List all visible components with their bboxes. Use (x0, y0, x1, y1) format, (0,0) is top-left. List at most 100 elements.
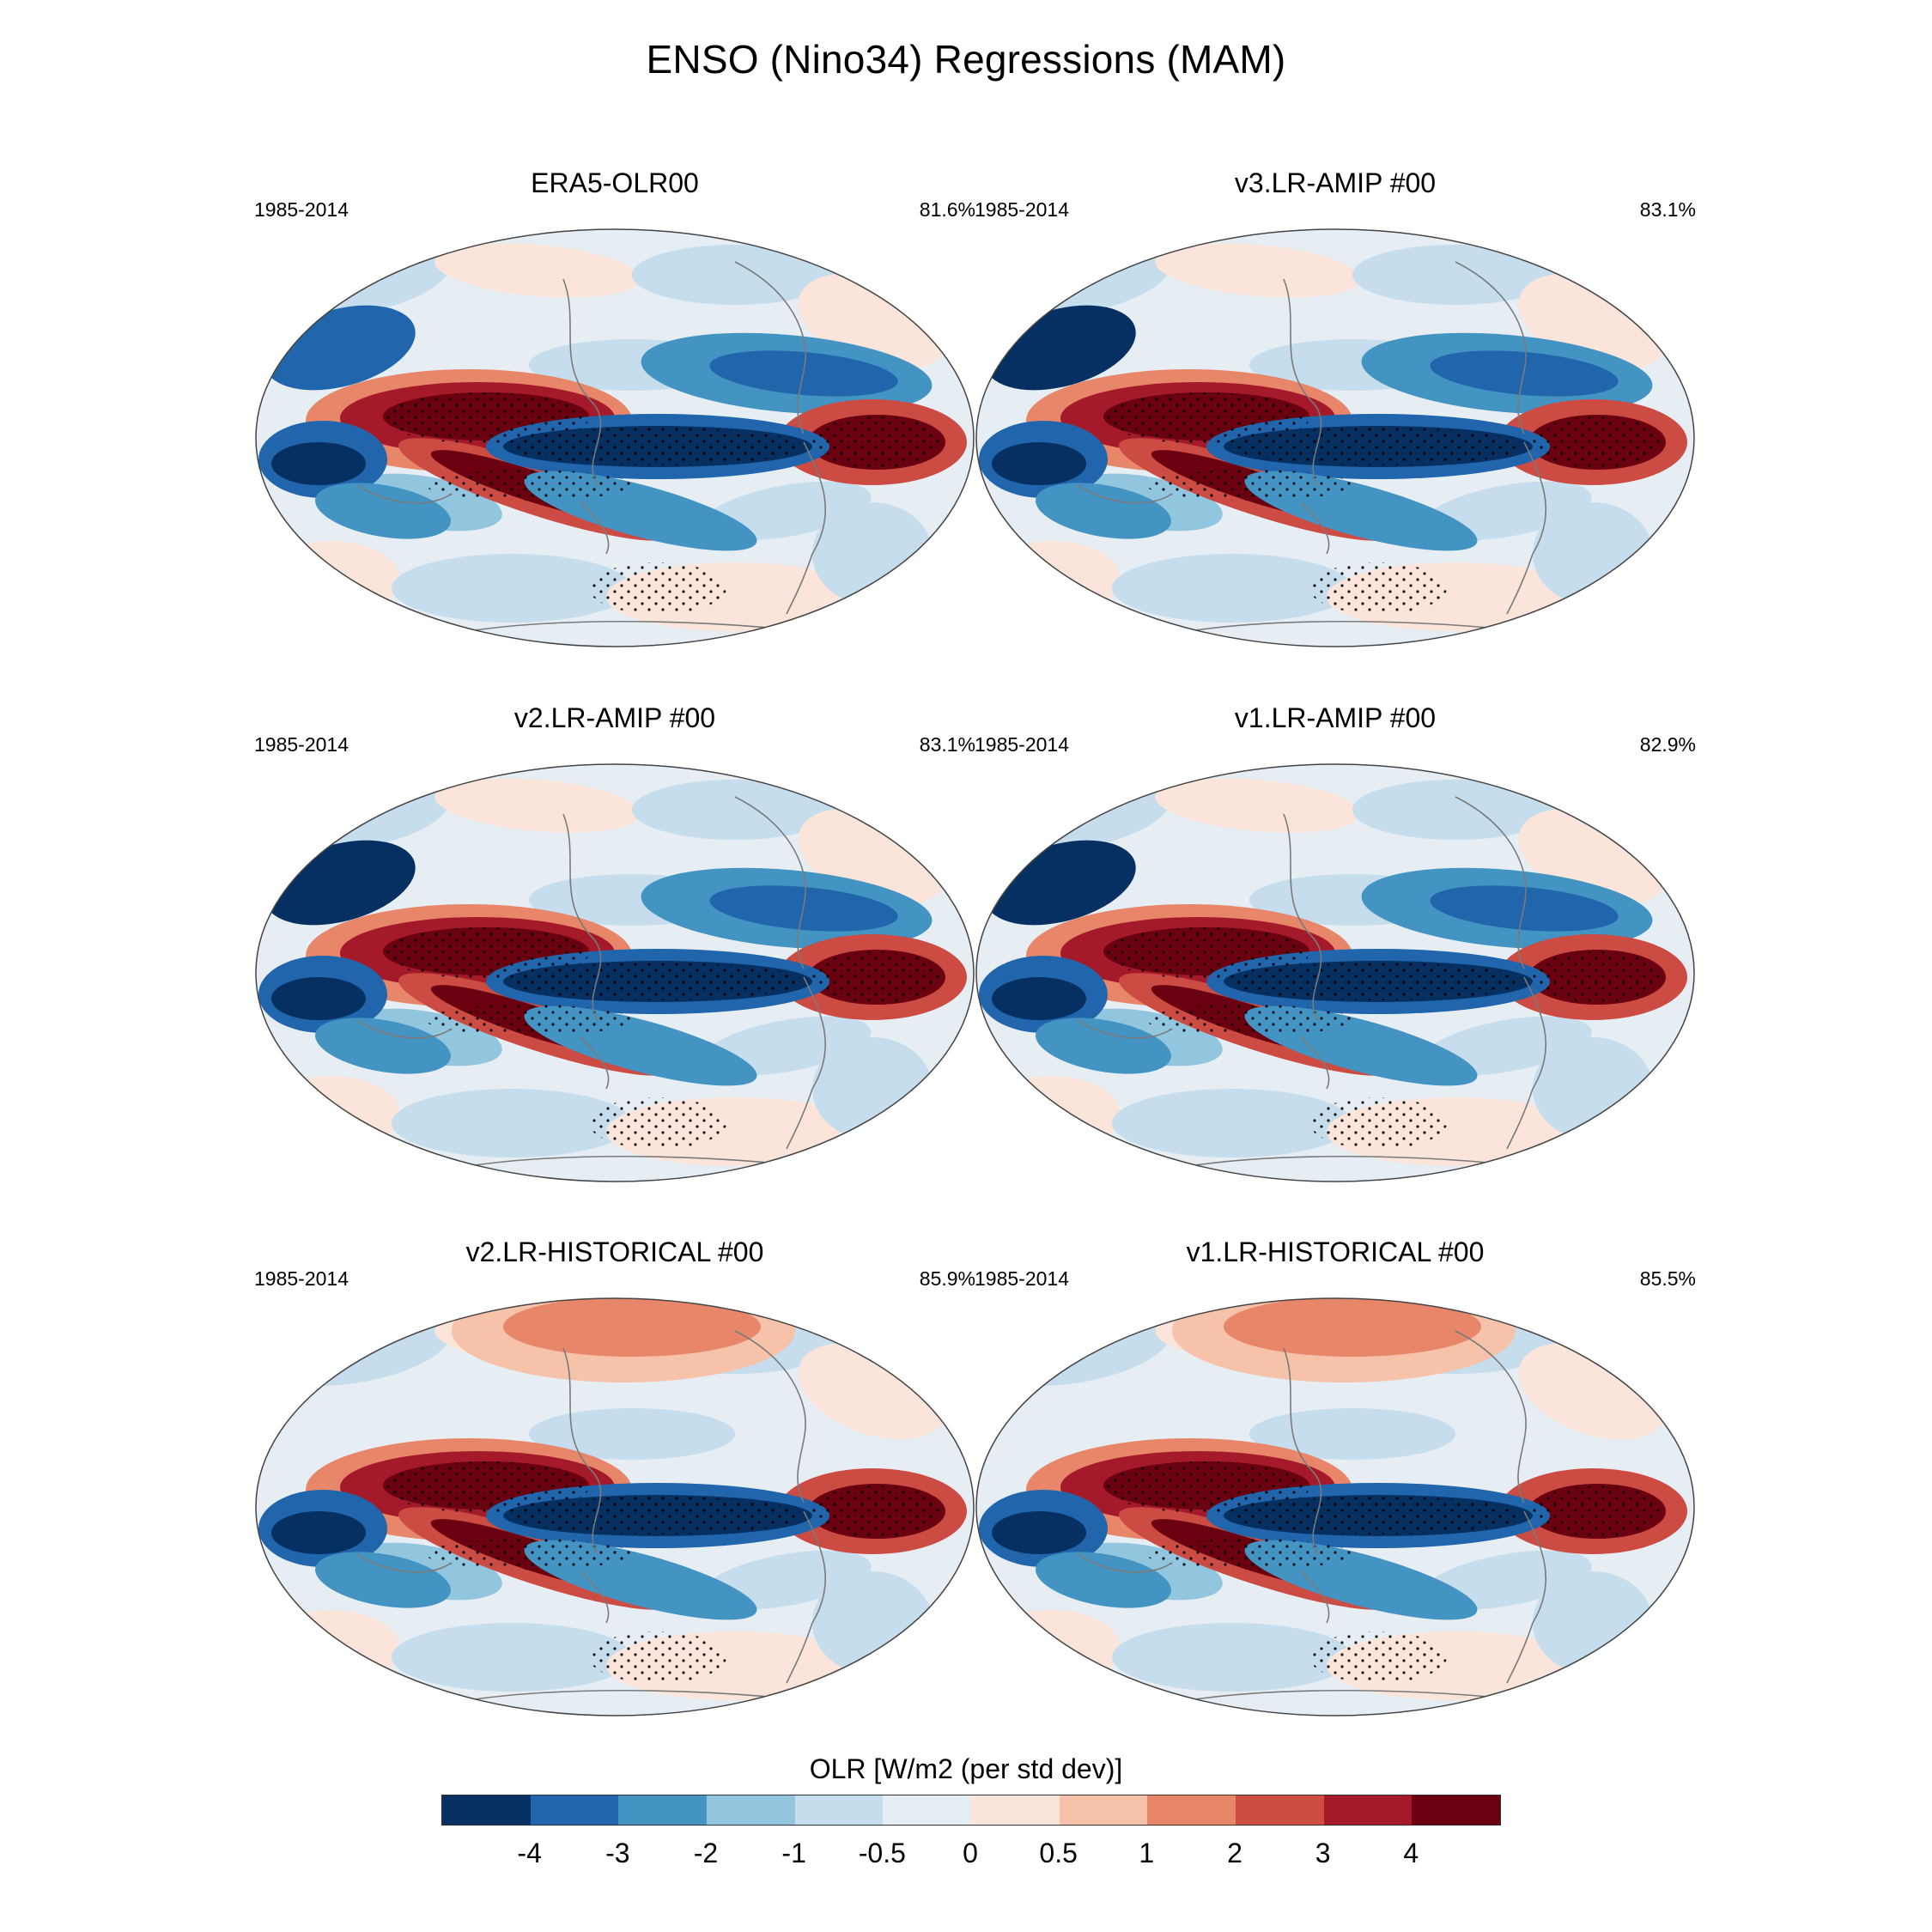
map-panel-era5: ERA5-OLR00 1985-2014 81.6% (254, 167, 975, 648)
colorbar-tick-label: -0.5 (858, 1838, 906, 1868)
significance-stippling (589, 562, 726, 614)
map-border (975, 763, 1695, 1182)
anomaly-patch (992, 1511, 1086, 1554)
coastline (1188, 620, 1525, 632)
coastline (1300, 1036, 1330, 1090)
colorbar-swatch (1323, 1795, 1413, 1825)
panel-title: v2.LR-HISTORICAL #00 (465, 1236, 764, 1267)
map-border (975, 228, 1695, 647)
colorbar-tick-label: 0.5 (1039, 1838, 1078, 1868)
panel-percent: 85.9% (919, 1267, 975, 1290)
anomaly-patch (315, 1018, 451, 1074)
panel-title: v1.LR-HISTORICAL #00 (1186, 1236, 1485, 1267)
map-panel-v2-amip: v2.LR-AMIP #00 1985-2014 83.1% (254, 702, 975, 1183)
coastline (356, 1553, 453, 1573)
significance-stippling (1533, 951, 1662, 1003)
panel-percent: 85.5% (1639, 1267, 1696, 1290)
anomaly-patch (1036, 483, 1171, 539)
coastline (786, 1510, 827, 1684)
panel-years: 1985-2014 (254, 1267, 349, 1290)
coastline (1283, 278, 1322, 486)
significance-stippling (512, 428, 804, 465)
coastline (562, 278, 602, 486)
significance-stippling (812, 951, 941, 1003)
coastline (580, 501, 610, 555)
significance-stippling (426, 1005, 632, 1036)
coastline (1300, 1571, 1330, 1624)
coastline (468, 620, 805, 632)
panel-percent: 83.1% (1639, 198, 1696, 221)
significance-stippling (1146, 1539, 1352, 1570)
significance-stippling (1146, 1005, 1352, 1036)
map-panel-v1-historical: v1.LR-HISTORICAL #00 1985-2014 85.5% (975, 1236, 1696, 1717)
significance-stippling (426, 470, 632, 501)
coastline (1077, 1019, 1173, 1039)
panel-percent: 83.1% (919, 733, 975, 756)
map-field (256, 229, 974, 647)
panel-years: 1985-2014 (975, 1267, 1069, 1290)
anomaly-patch (983, 1610, 1121, 1687)
significance-stippling (1103, 1461, 1309, 1513)
map-panel-v1-amip: v1.LR-AMIP #00 1985-2014 82.9% (975, 702, 1696, 1183)
significance-stippling (512, 963, 804, 1000)
coastline (580, 1036, 610, 1090)
map-field (976, 1298, 1694, 1716)
colorbar-tick-label: 2 (1227, 1838, 1242, 1868)
significance-stippling (1232, 1497, 1524, 1534)
colorbar-swatch (618, 1795, 708, 1825)
anomaly-patch (392, 1623, 632, 1692)
colorbar-swatch (707, 1795, 795, 1825)
significance-stippling (1533, 416, 1662, 468)
coastline (1455, 261, 1527, 434)
colorbar-tick-label: -3 (605, 1838, 630, 1868)
colorbar-swatch (530, 1795, 619, 1825)
significance-stippling (1309, 1097, 1447, 1149)
anomaly-patch (1112, 554, 1352, 623)
anomaly-patch (263, 1076, 400, 1153)
significance-stippling (1309, 1631, 1447, 1683)
colorbar-swatch (1236, 1795, 1324, 1825)
map-field (976, 229, 1694, 647)
colorbar (441, 1795, 1501, 1826)
colorbar-swatch (794, 1795, 884, 1825)
regression-map (255, 763, 975, 1182)
coastline (356, 1019, 453, 1039)
anomaly-patch (392, 1089, 632, 1157)
anomaly-patch (1249, 1408, 1455, 1460)
map-field (976, 764, 1694, 1182)
colorbar-tick-label: 3 (1315, 1838, 1331, 1868)
coastline (1300, 501, 1330, 555)
coastline (468, 1155, 805, 1167)
significance-stippling (383, 1461, 589, 1513)
regression-map (975, 1297, 1695, 1716)
anomaly-patch (632, 780, 838, 840)
map-panel-v2-historical: v2.LR-HISTORICAL #00 1985-2014 85.9% (254, 1236, 975, 1717)
coastline (1188, 1155, 1525, 1167)
panel-title: v3.LR-AMIP #00 (1234, 167, 1437, 198)
anomaly-patch (983, 541, 1121, 618)
map-field (256, 1298, 974, 1716)
panel-percent: 82.9% (1639, 733, 1696, 756)
anomaly-patch (1036, 1552, 1171, 1608)
significance-stippling (1103, 392, 1309, 444)
panel-years: 1985-2014 (975, 733, 1069, 756)
coastline (1188, 1689, 1525, 1701)
anomaly-patch (434, 243, 641, 298)
anomaly-patch (992, 442, 1086, 485)
colorbar-swatch (971, 1795, 1060, 1825)
anomaly-patch (1155, 778, 1361, 833)
anomaly-patch (1224, 1298, 1481, 1357)
coastline (1455, 1330, 1527, 1504)
figure-title: ENSO (Nino34) Regressions (MAM) (646, 37, 1286, 82)
colorbar-swatch (1412, 1795, 1501, 1825)
coastline (562, 1347, 602, 1555)
coastline (734, 796, 806, 969)
anomaly-patch (434, 778, 641, 833)
regression-map (255, 1297, 975, 1716)
anomaly-patch (271, 977, 366, 1020)
significance-stippling (1533, 1485, 1662, 1537)
anomaly-patch (529, 1408, 735, 1460)
coastline (1077, 1553, 1173, 1573)
coastline (1077, 484, 1173, 504)
coastline (1283, 1347, 1322, 1555)
